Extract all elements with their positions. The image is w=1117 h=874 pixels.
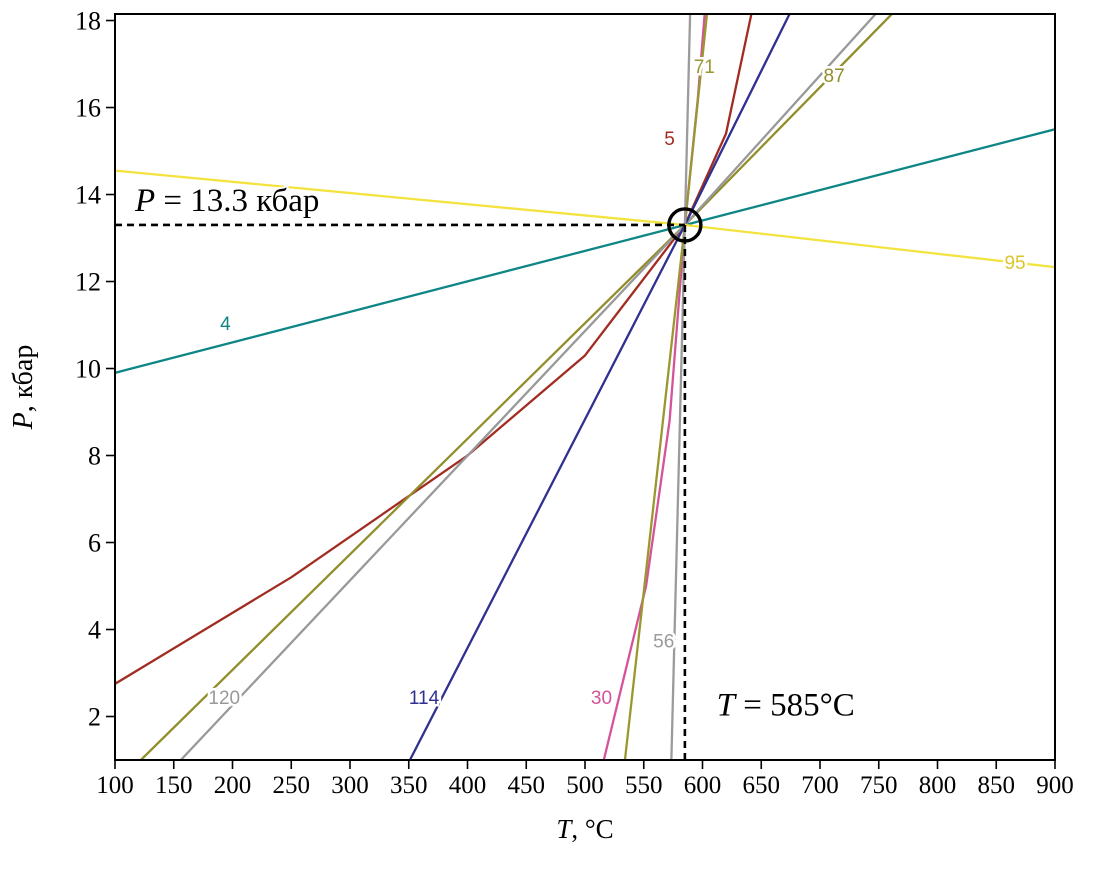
reaction-label-87: 87 xyxy=(824,66,845,87)
y-tick-label: 2 xyxy=(88,703,101,732)
reaction-curve-114 xyxy=(408,14,791,760)
reaction-label-120: 120 xyxy=(208,688,240,709)
y-tick-label: 16 xyxy=(75,94,101,123)
x-tick-label: 550 xyxy=(625,772,663,799)
x-axis-title: T, °C xyxy=(556,814,613,844)
reaction-label-56: 56 xyxy=(653,631,674,652)
y-axis: 2 4 6 8 10 12 14 16 18 xyxy=(75,7,115,732)
reaction-label-114: 114 xyxy=(409,688,440,709)
reaction-label-95: 95 xyxy=(1004,253,1025,274)
reaction-label-30: 30 xyxy=(591,688,612,709)
x-tick-label: 100 xyxy=(96,772,134,799)
temperature-annotation: T = 585°C xyxy=(717,688,855,724)
intersection-circle xyxy=(667,207,703,243)
reaction-curve-87 xyxy=(139,14,894,760)
y-tick-label: 8 xyxy=(88,442,101,471)
x-tick-label: 300 xyxy=(331,772,369,799)
x-tick-label: 450 xyxy=(508,772,546,799)
reaction-labels: 4 5 30 56 71 87 95 114 120 xyxy=(206,55,1028,712)
x-tick-label: 150 xyxy=(155,772,193,799)
x-tick-label: 850 xyxy=(978,772,1016,799)
x-tick-label: 800 xyxy=(919,772,957,799)
x-tick-label: 200 xyxy=(214,772,252,799)
x-tick-label: 400 xyxy=(449,772,487,799)
x-tick-label: 250 xyxy=(273,772,311,799)
x-tick-label: 600 xyxy=(684,772,722,799)
reaction-label-71: 71 xyxy=(694,57,715,78)
x-tick-label: 700 xyxy=(801,772,839,799)
x-axis: 100 150 200 250 300 350 400 450 500 550 600 650 700 7… xyxy=(96,760,1074,799)
y-axis-title: P, кбар xyxy=(8,345,39,431)
reaction-label-5: 5 xyxy=(664,129,675,150)
reaction-curve-120 xyxy=(179,14,878,760)
x-tick-label: 750 xyxy=(860,772,898,799)
x-tick-label: 650 xyxy=(743,772,781,799)
x-tick-label: 900 xyxy=(1036,772,1074,799)
y-tick-label: 10 xyxy=(75,355,101,384)
y-tick-label: 6 xyxy=(88,529,101,558)
reaction-label-4: 4 xyxy=(220,314,231,335)
y-tick-label: 14 xyxy=(75,181,101,210)
pressure-annotation: P = 13.3 кбар xyxy=(134,183,319,219)
reaction-curve-5 xyxy=(115,14,753,686)
y-tick-label: 12 xyxy=(75,268,101,297)
x-tick-label: 500 xyxy=(566,772,604,799)
x-tick-label: 350 xyxy=(390,772,428,799)
reaction-curves xyxy=(115,14,1055,760)
y-tick-label: 18 xyxy=(75,7,101,36)
y-tick-label: 4 xyxy=(88,616,101,645)
